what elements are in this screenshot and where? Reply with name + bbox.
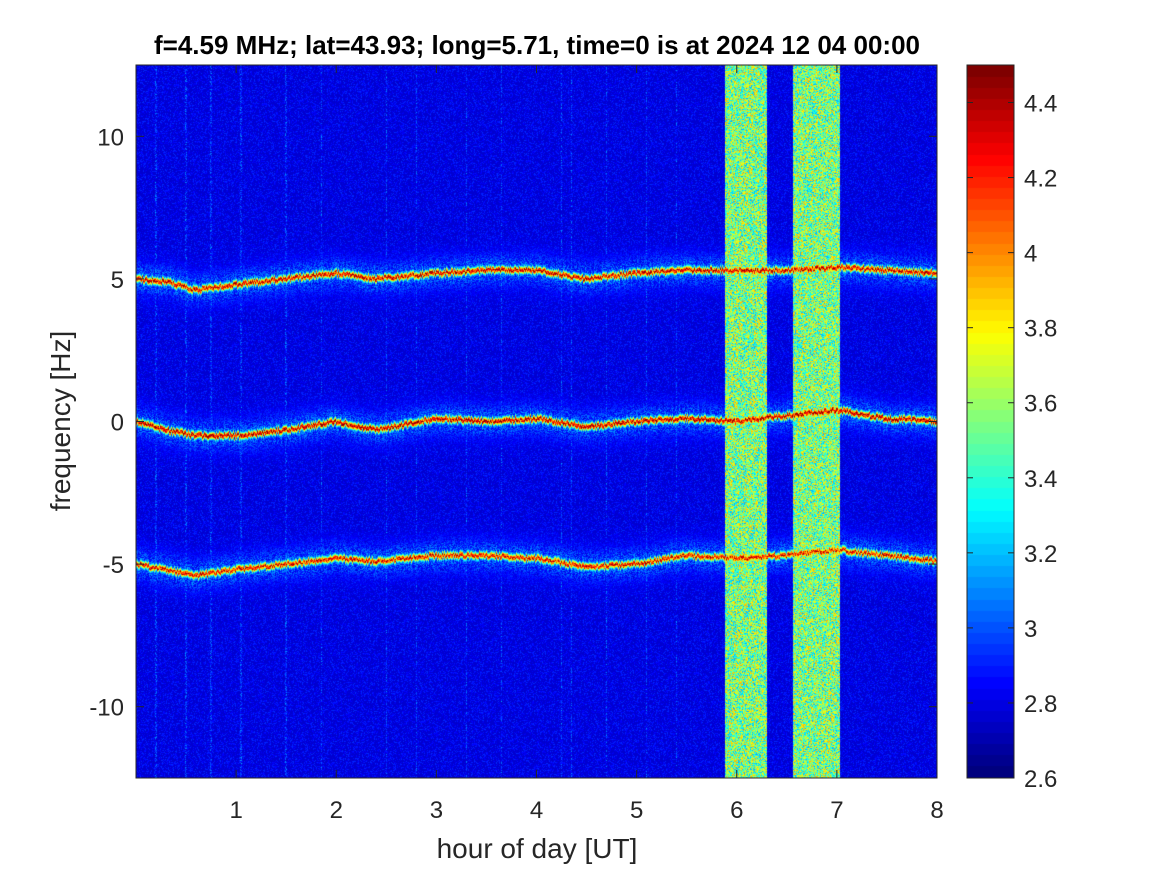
heatmap-container: [136, 65, 937, 778]
colorbar-gradient: [967, 65, 1014, 778]
x-tick-label: 3: [430, 797, 443, 824]
x-tick-label: 4: [530, 797, 543, 824]
colorbar-frame: [966, 64, 1015, 779]
colorbar-tick-label: 4.4: [1024, 91, 1057, 118]
colorbar-ticks: 2.6 2.8 3 3.2 3.4 3.6 3.8 4 4.2 4.4: [967, 91, 1057, 793]
x-axis: 1 2 3 4 5 6 7 8: [229, 65, 944, 824]
colorbar-tick-label: 2.6: [1024, 766, 1057, 793]
colorbar-tick-label: 3.2: [1024, 541, 1057, 568]
colorbar-container: [967, 65, 1014, 778]
x-tick-label: 8: [930, 797, 943, 824]
x-axis-label: hour of day [UT]: [437, 833, 638, 864]
y-tick-label: 10: [97, 124, 124, 151]
x-tick-label: 7: [830, 797, 843, 824]
colorbar-tick-label: 2.8: [1024, 691, 1057, 718]
y-tick-label: -5: [103, 552, 124, 579]
y-tick-label: 5: [111, 267, 124, 294]
y-axis-label: frequency [Hz]: [45, 331, 76, 512]
colorbar-tick-label: 3.8: [1024, 316, 1057, 343]
plot-area: [135, 64, 938, 779]
colorbar-tick-label: 3: [1024, 616, 1037, 643]
colorbar-tick-label: 3.6: [1024, 391, 1057, 418]
y-tick-label: -10: [89, 695, 124, 722]
x-tick-label: 5: [630, 797, 643, 824]
colorbar: 2.6 2.8 3 3.2 3.4 3.6 3.8 4 4.2 4.4: [966, 64, 1057, 793]
y-tick-label: 0: [111, 410, 124, 437]
chart-title: f=4.59 MHz; lat=43.93; long=5.71, time=0…: [154, 30, 920, 60]
colorbar-tick-label: 4: [1024, 241, 1037, 268]
colorbar-tick-label: 3.4: [1024, 466, 1057, 493]
colorbar-tick-label: 4.2: [1024, 166, 1057, 193]
y-axis: -10 -5 0 5 10: [89, 124, 937, 722]
spectrogram-heatmap: [136, 65, 937, 778]
x-tick-label: 6: [730, 797, 743, 824]
x-tick-label: 1: [229, 797, 242, 824]
x-tick-label: 2: [330, 797, 343, 824]
